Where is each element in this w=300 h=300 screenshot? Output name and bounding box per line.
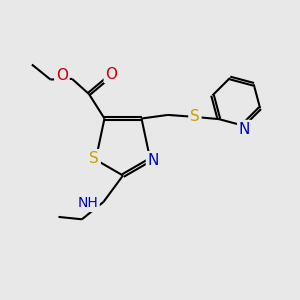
Text: N: N [239, 122, 250, 136]
Text: O: O [56, 68, 68, 83]
Text: O: O [105, 67, 117, 82]
Text: S: S [89, 151, 99, 166]
Text: S: S [190, 109, 200, 124]
Text: NH: NH [77, 196, 98, 210]
Text: N: N [148, 153, 159, 168]
